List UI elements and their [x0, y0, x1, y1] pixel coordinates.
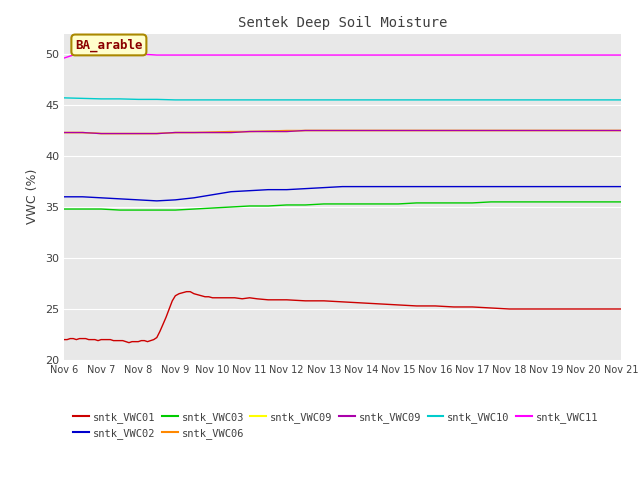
Y-axis label: VWC (%): VWC (%) — [26, 169, 40, 225]
Text: BA_arable: BA_arable — [75, 38, 143, 52]
Legend: sntk_VWC01, sntk_VWC02, sntk_VWC03, sntk_VWC06, sntk_VWC09, sntk_VWC09, sntk_VWC: sntk_VWC01, sntk_VWC02, sntk_VWC03, sntk… — [69, 408, 602, 443]
Title: Sentek Deep Soil Moisture: Sentek Deep Soil Moisture — [237, 16, 447, 30]
